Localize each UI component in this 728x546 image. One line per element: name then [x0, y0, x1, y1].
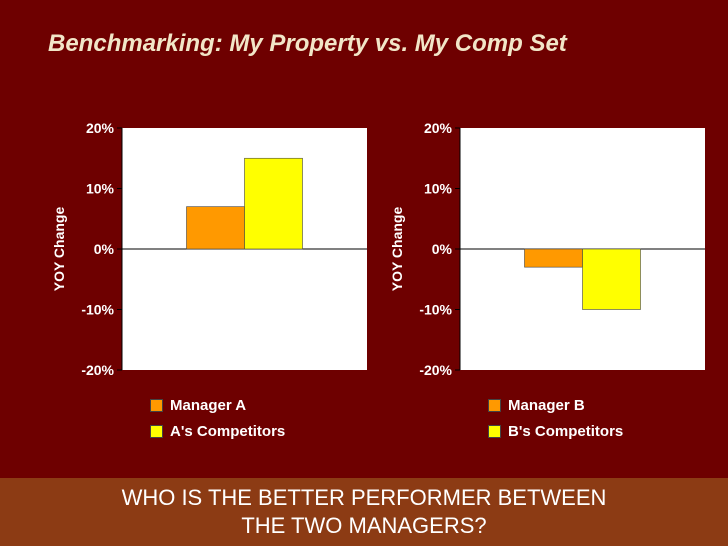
chart-a-svg: 20% 10% 0% -10% -20% YOY Change 7% 15% — [51, 120, 367, 378]
chart-a-legend: Manager A A's Competitors — [150, 392, 285, 444]
legend-label: Manager B — [508, 396, 585, 414]
footer-line-1: WHO IS THE BETTER PERFORMER BETWEEN — [121, 485, 607, 510]
bar — [186, 206, 245, 250]
chart-b-svg: 20% 10% 0% -10% -20% YOY Change -3% -10% — [389, 120, 705, 378]
y-tick-label: 20% — [424, 120, 453, 136]
legend-swatch — [150, 398, 163, 412]
legend-label: Manager A — [170, 396, 247, 414]
y-axis-title: YOY Change — [389, 207, 405, 292]
bar — [244, 157, 303, 250]
footer-line-2: THE TWO MANAGERS? — [241, 513, 487, 538]
legend-item: A's Competitors — [150, 418, 285, 444]
legend-swatch — [150, 424, 163, 438]
y-tick-label: -20% — [419, 362, 452, 378]
y-tick-label: 0% — [432, 241, 453, 257]
y-tick-label: 0% — [94, 241, 115, 257]
bar-data-label: -10% — [595, 317, 628, 333]
legend-swatch — [488, 424, 501, 438]
y-axis-title: YOY Change — [51, 207, 67, 292]
bar-data-label: 15% — [259, 137, 288, 153]
legend-label: A's Competitors — [170, 422, 286, 440]
y-tick-label: 20% — [86, 120, 115, 136]
y-tick-label: 10% — [86, 181, 115, 197]
chart-manager-a: 20% 10% 0% -10% -20% YOY Change 7% 15% Manager … — [40, 110, 375, 460]
bar-data-label: -3% — [541, 274, 566, 290]
bar — [582, 248, 641, 310]
chart-manager-b: 20% 10% 0% -10% -20% YOY Change -3% -10% Manage… — [378, 110, 713, 460]
y-tick-label: -10% — [419, 302, 452, 318]
bar — [524, 248, 583, 268]
bar-data-label: 7% — [205, 186, 226, 202]
slide-title: Benchmarking: My Property vs. My Comp Se… — [48, 30, 567, 57]
footer-question: WHO IS THE BETTER PERFORMER BETWEEN THE … — [0, 484, 728, 540]
y-tick-label: -10% — [81, 302, 114, 318]
legend-swatch — [488, 398, 501, 412]
legend-item: B's Competitors — [488, 418, 623, 444]
legend-item: Manager B — [488, 392, 623, 418]
footer-banner: WHO IS THE BETTER PERFORMER BETWEEN THE … — [0, 478, 728, 546]
y-tick-label: -20% — [81, 362, 114, 378]
legend-item: Manager A — [150, 392, 285, 418]
y-tick-label: 10% — [424, 181, 453, 197]
chart-b-legend: Manager B B's Competitors — [488, 392, 623, 444]
legend-label: B's Competitors — [508, 422, 624, 440]
